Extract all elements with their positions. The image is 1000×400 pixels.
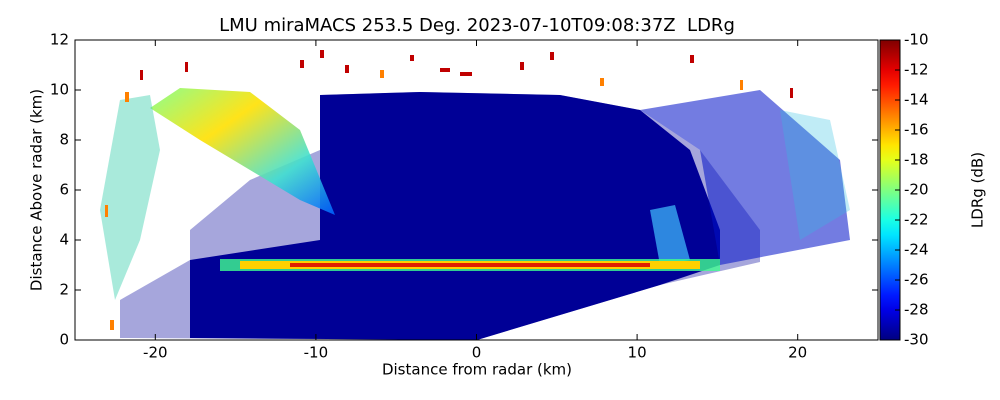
y-tick-label: 2 [59,281,69,299]
colorbar-tick-label: -20 [904,181,929,199]
y-tick-label: 4 [59,231,69,249]
y-tick-label: 0 [59,331,69,349]
y-tick-label: 8 [59,131,69,149]
colorbar-tick-label: -24 [904,241,929,259]
x-tick-label: 0 [472,344,482,362]
x-tick-label: -10 [304,344,329,362]
colorbar-tick-label: -18 [904,151,929,169]
x-tick-label: -20 [143,344,168,362]
colorbar-tick-label: -26 [904,271,929,289]
colorbar-label: LDRg (dB) [969,152,987,228]
colorbar-tick-label: -22 [904,211,929,229]
chart-title: LMU miraMACS 253.5 Deg. 2023-07-10T09:08… [219,15,735,36]
x-axis-label: Distance from radar (km) [382,361,572,379]
colorbar-tick-label: -28 [904,301,929,319]
y-axis-label: Distance Above radar (km) [28,89,46,291]
colorbar-tick-label: -12 [904,61,929,79]
colorbar [880,40,900,340]
colorbar-tick-label: -14 [904,91,929,109]
y-tick-label: 10 [50,81,69,99]
colorbar-tick-label: -10 [904,31,929,49]
radar-field [100,50,850,340]
colorbar-tick-label: -30 [904,331,929,349]
y-tick-label: 6 [59,181,69,199]
y-tick-label: 12 [50,31,69,49]
x-tick-label: 10 [628,344,647,362]
x-tick-label: 20 [788,344,807,362]
colorbar-tick-label: -16 [904,121,929,139]
